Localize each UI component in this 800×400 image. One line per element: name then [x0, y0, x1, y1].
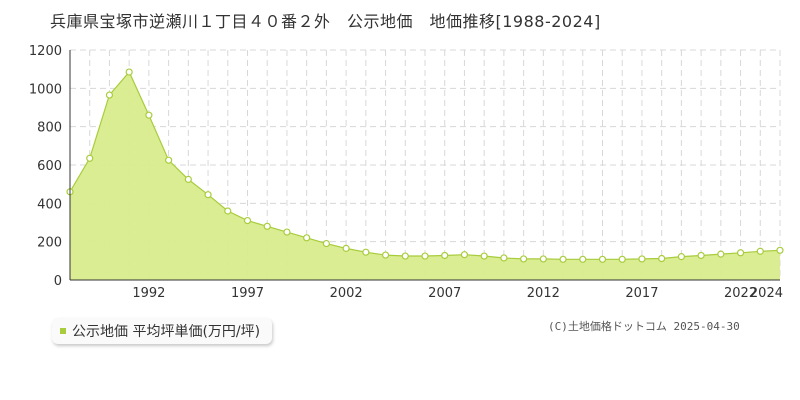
data-point — [658, 254, 666, 263]
data-point — [125, 68, 133, 76]
data-point — [559, 255, 567, 263]
series-area — [70, 72, 780, 280]
data-point — [145, 111, 153, 119]
data-point — [283, 228, 291, 236]
data-point — [579, 255, 587, 263]
data-point — [697, 251, 705, 260]
data-point — [520, 255, 528, 263]
land-price-chart: 0 200 400 600 800 1000 1200 1992 1997 2002 2007 20… — [29, 44, 784, 300]
data-point — [638, 255, 646, 263]
data-point — [322, 239, 330, 248]
x-tick-label: 1992 — [132, 286, 165, 300]
y-tick-label: 800 — [37, 121, 62, 136]
x-tick-label: 2007 — [428, 286, 461, 300]
copyright: (C)土地価格ドットコム 2025-04-30 — [548, 320, 740, 333]
data-point — [500, 254, 508, 262]
data-point — [204, 191, 212, 199]
data-point — [303, 234, 311, 242]
data-point — [342, 244, 350, 252]
data-point — [776, 246, 784, 254]
y-tick-label: 0 — [54, 274, 62, 289]
x-tick-label: 2022 — [724, 286, 757, 300]
chart-title: 兵庫県宝塚市逆瀬川１丁目４０番２外 公示地価 地価推移[1988-2024] — [50, 12, 601, 31]
data-point — [539, 255, 547, 263]
data-point — [263, 222, 271, 230]
data-point — [460, 251, 469, 259]
y-tick-label: 200 — [37, 236, 62, 251]
data-point — [401, 252, 409, 260]
data-point — [165, 156, 173, 164]
x-tick-label: 2017 — [625, 286, 658, 300]
data-point — [598, 255, 607, 263]
y-tick-label: 600 — [37, 159, 62, 174]
data-point — [677, 253, 685, 261]
data-point — [618, 255, 626, 263]
legend: 公示地価 平均坪単価(万円/坪) — [52, 318, 273, 344]
data-point — [184, 175, 192, 183]
data-point — [105, 91, 114, 99]
x-tick-label: 2002 — [330, 286, 363, 300]
y-tick-labels: 0 200 400 600 800 1000 1200 — [29, 44, 62, 289]
data-point — [381, 251, 390, 259]
data-point — [86, 154, 94, 162]
legend-marker — [60, 328, 66, 334]
data-point — [736, 249, 745, 257]
y-tick-label: 400 — [37, 197, 62, 212]
x-tick-label: 2012 — [527, 286, 560, 300]
data-point — [224, 207, 232, 215]
y-tick-label: 1000 — [29, 82, 62, 97]
data-point — [362, 248, 370, 256]
data-point — [756, 247, 764, 255]
data-point — [480, 252, 488, 260]
data-point — [441, 251, 449, 260]
x-tick-label: 1997 — [231, 286, 264, 300]
data-point — [717, 250, 725, 258]
x-tick-label: 2024 — [750, 286, 783, 300]
data-point — [243, 216, 252, 225]
y-tick-label: 1200 — [29, 44, 62, 59]
data-point — [421, 252, 429, 260]
data-points — [66, 68, 784, 263]
axes — [69, 50, 780, 281]
legend-label: 公示地価 平均坪単価(万円/坪) — [72, 324, 261, 340]
